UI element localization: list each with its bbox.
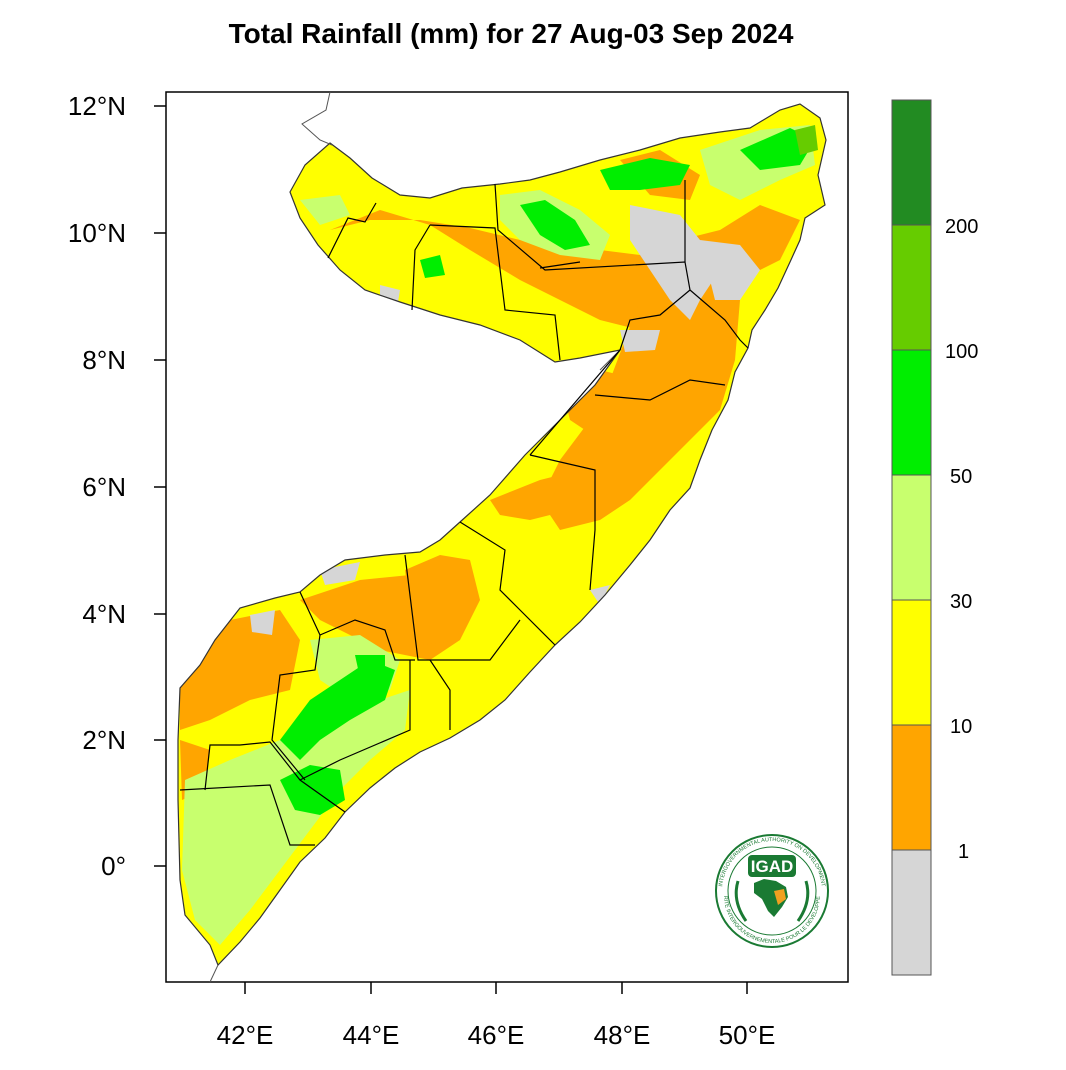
legend-label: 1 — [958, 841, 969, 863]
x-axis-labels: 42°E 44°E 46°E 48°E 50°E — [217, 1020, 776, 1050]
legend-label: 10 — [950, 716, 972, 738]
y-tick-label: 8°N — [82, 345, 126, 375]
y-tick-label: 2°N — [82, 725, 126, 755]
rain-zone-50-100 — [280, 128, 815, 815]
legend-label: 50 — [950, 466, 972, 488]
legend-swatch-1-10 — [891, 724, 932, 851]
logo-name: IGAD — [751, 857, 794, 876]
y-tick-label: 6°N — [82, 472, 126, 502]
rain-zone-100-200 — [795, 125, 818, 155]
x-tick-label: 48°E — [594, 1020, 651, 1050]
legend-colorbar — [891, 99, 932, 976]
x-axis-ticks — [244, 982, 748, 994]
x-tick-label: 50°E — [719, 1020, 776, 1050]
x-tick-label: 44°E — [343, 1020, 400, 1050]
y-tick-label: 10°N — [68, 218, 126, 248]
legend-swatch-50-100 — [891, 349, 932, 476]
legend-swatch-30-50 — [891, 474, 932, 601]
igad-logo: INTERGOVERNMENTAL AUTHORITY ON DEVELOPME… — [715, 834, 829, 948]
y-axis-ticks — [154, 105, 166, 867]
y-axis-labels: 12°N 10°N 8°N 6°N 4°N 2°N 0° — [68, 91, 126, 881]
legend-label: 200 — [945, 216, 978, 238]
legend-swatch-below-1 — [891, 849, 932, 976]
legend-labels: 1 10 30 50 100 200 — [945, 216, 978, 863]
igad-region-icon — [774, 889, 786, 905]
map-title: Total Rainfall (mm) for 27 Aug-03 Sep 20… — [228, 18, 794, 49]
legend-swatch-above-200 — [891, 99, 932, 226]
x-tick-label: 42°E — [217, 1020, 274, 1050]
y-tick-label: 4°N — [82, 599, 126, 629]
legend-label: 100 — [945, 341, 978, 363]
laurel-right-icon — [796, 880, 810, 922]
region-boundaries — [179, 180, 749, 846]
legend-swatch-10-30 — [891, 599, 932, 726]
logo-badge — [748, 855, 796, 877]
africa-icon — [754, 879, 788, 917]
y-tick-label: 12°N — [68, 91, 126, 121]
y-tick-label: 0° — [101, 851, 126, 881]
legend-swatch-100-200 — [891, 224, 932, 351]
plot-frame — [165, 91, 849, 983]
laurel-left-icon — [734, 880, 748, 922]
legend-label: 30 — [950, 591, 972, 613]
x-tick-label: 46°E — [468, 1020, 525, 1050]
